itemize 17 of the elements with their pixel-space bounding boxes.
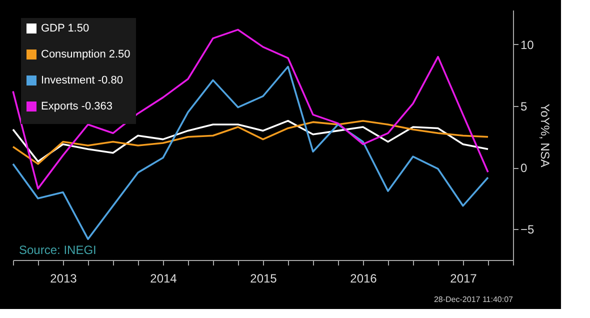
y-tick-label: −5 xyxy=(520,222,535,237)
legend-label: Investment -0.80 xyxy=(41,74,123,86)
x-tick-label: 2013 xyxy=(50,272,78,286)
y-tick-label: 0 xyxy=(520,161,528,176)
legend-label: GDP 1.50 xyxy=(41,22,90,34)
annotation: Source: INEGI xyxy=(19,243,96,257)
y-tick-label: 5 xyxy=(520,100,528,114)
x-tick-label: 2017 xyxy=(450,272,478,286)
y-axis-title: YoY%, NSA xyxy=(538,104,552,168)
x-tick-label: 2014 xyxy=(150,272,178,286)
legend-label: Consumption 2.50 xyxy=(41,48,130,60)
y-tick-label: 10 xyxy=(520,38,534,52)
line-series xyxy=(12,66,489,240)
x-tick-label: 2015 xyxy=(250,272,278,286)
x-tick-label: 2016 xyxy=(350,272,378,286)
text: 28-Dec-2017 11:40:07 xyxy=(434,295,514,304)
legend-label: Exports -0.363 xyxy=(41,100,113,112)
